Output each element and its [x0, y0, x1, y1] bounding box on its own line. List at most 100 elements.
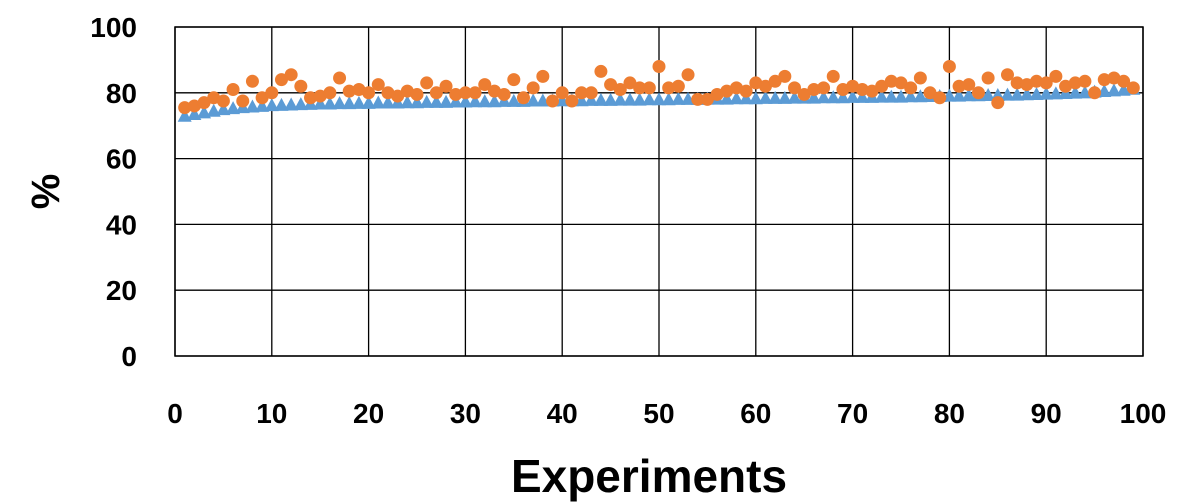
data-point-circle: [923, 86, 937, 100]
data-point-circle: [758, 79, 772, 93]
data-point-triangle: [787, 90, 802, 104]
data-point-circle: [865, 84, 879, 98]
data-point-triangle: [748, 91, 763, 105]
data-point-triangle: [245, 99, 260, 113]
x-tick-label: 100: [1120, 398, 1167, 429]
data-point-triangle: [380, 95, 395, 109]
data-point-circle: [546, 94, 560, 108]
y-tick-label: 20: [106, 275, 137, 306]
data-point-triangle: [429, 94, 444, 108]
gridlines: [174, 26, 1144, 357]
data-point-triangle: [187, 107, 202, 121]
data-point-triangle: [777, 90, 792, 104]
data-point-triangle: [613, 92, 628, 106]
data-point-circle: [526, 81, 540, 95]
data-point-circle: [1000, 68, 1014, 82]
data-point-triangle: [622, 92, 637, 106]
data-point-circle: [652, 59, 666, 73]
data-point-circle: [555, 86, 569, 100]
y-tick-label: 60: [106, 144, 137, 175]
data-point-triangle: [216, 102, 231, 116]
data-point-triangle: [361, 95, 376, 109]
data-point-circle: [778, 69, 792, 83]
data-point-triangle: [342, 96, 357, 110]
data-point-triangle: [603, 92, 618, 106]
data-point-triangle: [961, 88, 976, 102]
data-point-circle: [807, 83, 821, 97]
data-point-circle: [304, 91, 318, 105]
data-point-triangle: [652, 92, 666, 106]
data-point-circle: [478, 78, 492, 92]
data-point-circle: [284, 68, 298, 82]
x-axis-title: Experiments: [511, 450, 787, 502]
data-point-circle: [875, 79, 889, 93]
data-point-triangle: [1106, 83, 1121, 97]
data-point-circle: [1068, 76, 1082, 90]
data-point-triangle: [458, 94, 473, 108]
data-point-triangle: [313, 96, 328, 110]
data-point-circle: [594, 64, 608, 78]
x-tick-label: 60: [740, 398, 771, 429]
data-point-triangle: [274, 97, 289, 111]
data-point-triangle: [826, 90, 841, 104]
y-axis-title: %: [24, 174, 68, 210]
data-point-circle: [1088, 86, 1102, 100]
data-point-triangle: [1068, 85, 1083, 99]
data-point-circle: [497, 87, 511, 101]
y-axis-tick-labels: 0 20 40 60 80 100: [90, 12, 137, 372]
data-point-triangle: [206, 103, 221, 117]
data-point-triangle: [284, 97, 299, 111]
data-point-triangle: [226, 101, 241, 115]
data-point-circle: [671, 79, 685, 93]
data-point-triangle: [1019, 87, 1034, 101]
x-tick-label: 30: [450, 398, 481, 429]
data-point-triangle: [1077, 85, 1092, 99]
data-point-triangle: [661, 92, 676, 106]
data-point-triangle: [1000, 87, 1015, 101]
data-point-circle: [1049, 69, 1063, 83]
data-point-circle: [1117, 74, 1131, 88]
data-point-circle: [933, 91, 947, 105]
data-point-triangle: [1010, 87, 1025, 101]
data-point-circle: [1126, 81, 1140, 95]
data-point-circle: [913, 71, 927, 85]
data-point-circle: [952, 79, 966, 93]
data-point-triangle: [1116, 82, 1131, 96]
data-point-triangle: [806, 90, 821, 104]
data-point-circle: [855, 83, 869, 97]
data-point-circle: [604, 78, 618, 92]
data-point-triangle: [332, 96, 347, 110]
data-point-triangle: [593, 92, 608, 106]
data-point-triangle: [952, 88, 967, 102]
x-tick-label: 50: [643, 398, 674, 429]
data-point-circle: [216, 94, 230, 108]
data-point-circle: [245, 74, 259, 88]
data-point-triangle: [584, 92, 599, 106]
data-point-circle: [788, 81, 802, 95]
data-point-circle: [458, 86, 472, 100]
data-point-triangle: [177, 108, 192, 122]
data-point-triangle: [729, 91, 744, 105]
x-tick-label: 80: [934, 398, 965, 429]
data-point-circle: [565, 94, 579, 108]
series-circle-markers: [178, 59, 1140, 115]
data-point-circle: [584, 86, 598, 100]
x-tick-label: 20: [353, 398, 384, 429]
data-point-circle: [294, 79, 308, 93]
data-point-circle: [265, 86, 279, 100]
data-point-circle: [362, 86, 376, 100]
data-point-circle: [236, 94, 250, 108]
data-point-circle: [691, 92, 705, 106]
data-point-circle: [894, 76, 908, 90]
data-point-circle: [613, 83, 627, 97]
data-point-circle: [633, 81, 647, 95]
data-point-circle: [971, 86, 985, 100]
data-point-triangle: [371, 95, 386, 109]
data-point-triangle: [681, 91, 696, 105]
data-point-circle: [255, 91, 269, 105]
data-point-circle: [1097, 73, 1111, 87]
x-tick-label: 70: [837, 398, 868, 429]
data-point-circle: [623, 76, 637, 90]
series-layer: [177, 59, 1141, 122]
